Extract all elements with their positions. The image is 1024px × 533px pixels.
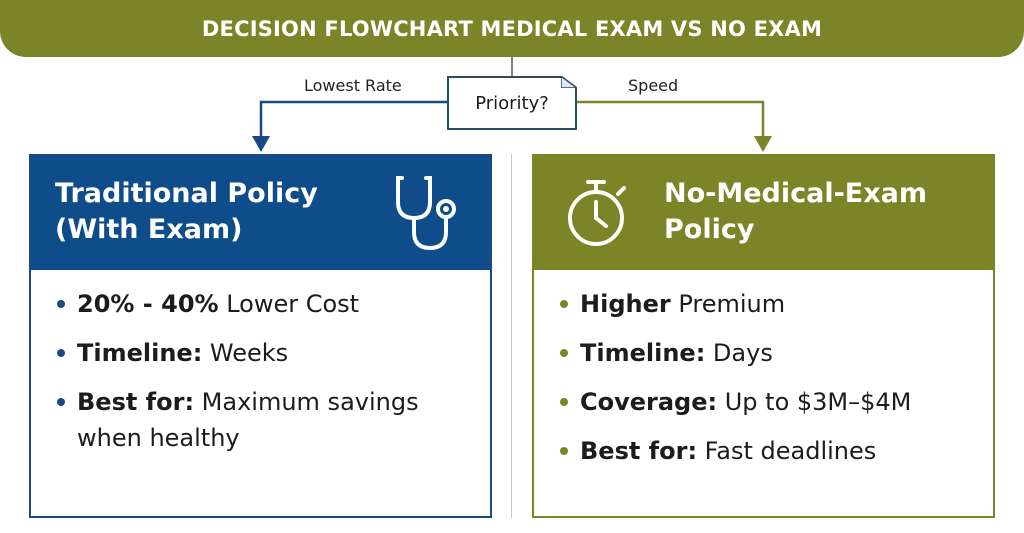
list-item: Timeline: Days	[556, 335, 976, 371]
list-item: Best for: Maximum savings when healthy	[53, 384, 473, 456]
right-branch-line	[577, 100, 765, 140]
list-item: Coverage: Up to $3M–$4M	[556, 384, 976, 420]
left-branch-line	[259, 100, 447, 140]
list-item: 20% - 40% Lower Cost	[53, 286, 473, 322]
no-exam-policy-card: No-Medical-Exam Policy Higher Premium Ti…	[532, 154, 995, 518]
no-exam-card-title: No-Medical-Exam Policy	[664, 178, 928, 245]
right-arrowhead	[754, 136, 772, 152]
right-branch-label: Speed	[628, 76, 679, 95]
no-exam-card-header: No-Medical-Exam Policy	[534, 156, 993, 270]
traditional-card-header: Traditional Policy (With Exam)	[31, 156, 490, 270]
folded-corner-icon	[561, 76, 577, 88]
list-item: Timeline: Weeks	[53, 335, 473, 371]
left-branch-label: Lowest Rate	[304, 76, 402, 95]
page-title: DECISION FLOWCHART MEDICAL EXAM VS NO EX…	[201, 16, 823, 41]
stethoscope-icon	[396, 176, 456, 251]
traditional-policy-card: Traditional Policy (With Exam) 20% - 40%…	[29, 154, 492, 518]
list-item: Higher Premium	[556, 286, 976, 322]
decision-node: Priority?	[447, 76, 577, 130]
center-divider	[511, 154, 512, 518]
traditional-card-title: Traditional Policy (With Exam)	[55, 178, 318, 245]
list-item: Best for: Fast deadlines	[556, 433, 976, 469]
left-arrowhead	[252, 136, 270, 152]
no-exam-bullet-list: Higher Premium Timeline: Days Coverage: …	[556, 286, 976, 482]
traditional-bullet-list: 20% - 40% Lower Cost Timeline: Weeks Bes…	[53, 286, 473, 469]
title-banner: DECISION FLOWCHART MEDICAL EXAM VS NO EX…	[0, 0, 1024, 57]
decision-question: Priority?	[475, 92, 549, 114]
stopwatch-icon	[568, 180, 626, 246]
